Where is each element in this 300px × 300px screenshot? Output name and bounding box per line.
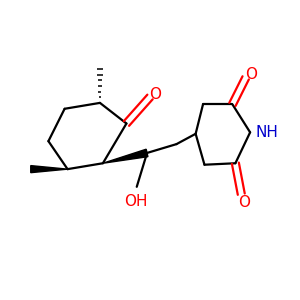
Text: O: O: [245, 68, 257, 82]
Polygon shape: [31, 166, 68, 173]
Text: OH: OH: [124, 194, 148, 209]
Polygon shape: [103, 149, 148, 163]
Text: NH: NH: [255, 125, 278, 140]
Text: O: O: [149, 87, 161, 102]
Text: O: O: [238, 195, 250, 210]
